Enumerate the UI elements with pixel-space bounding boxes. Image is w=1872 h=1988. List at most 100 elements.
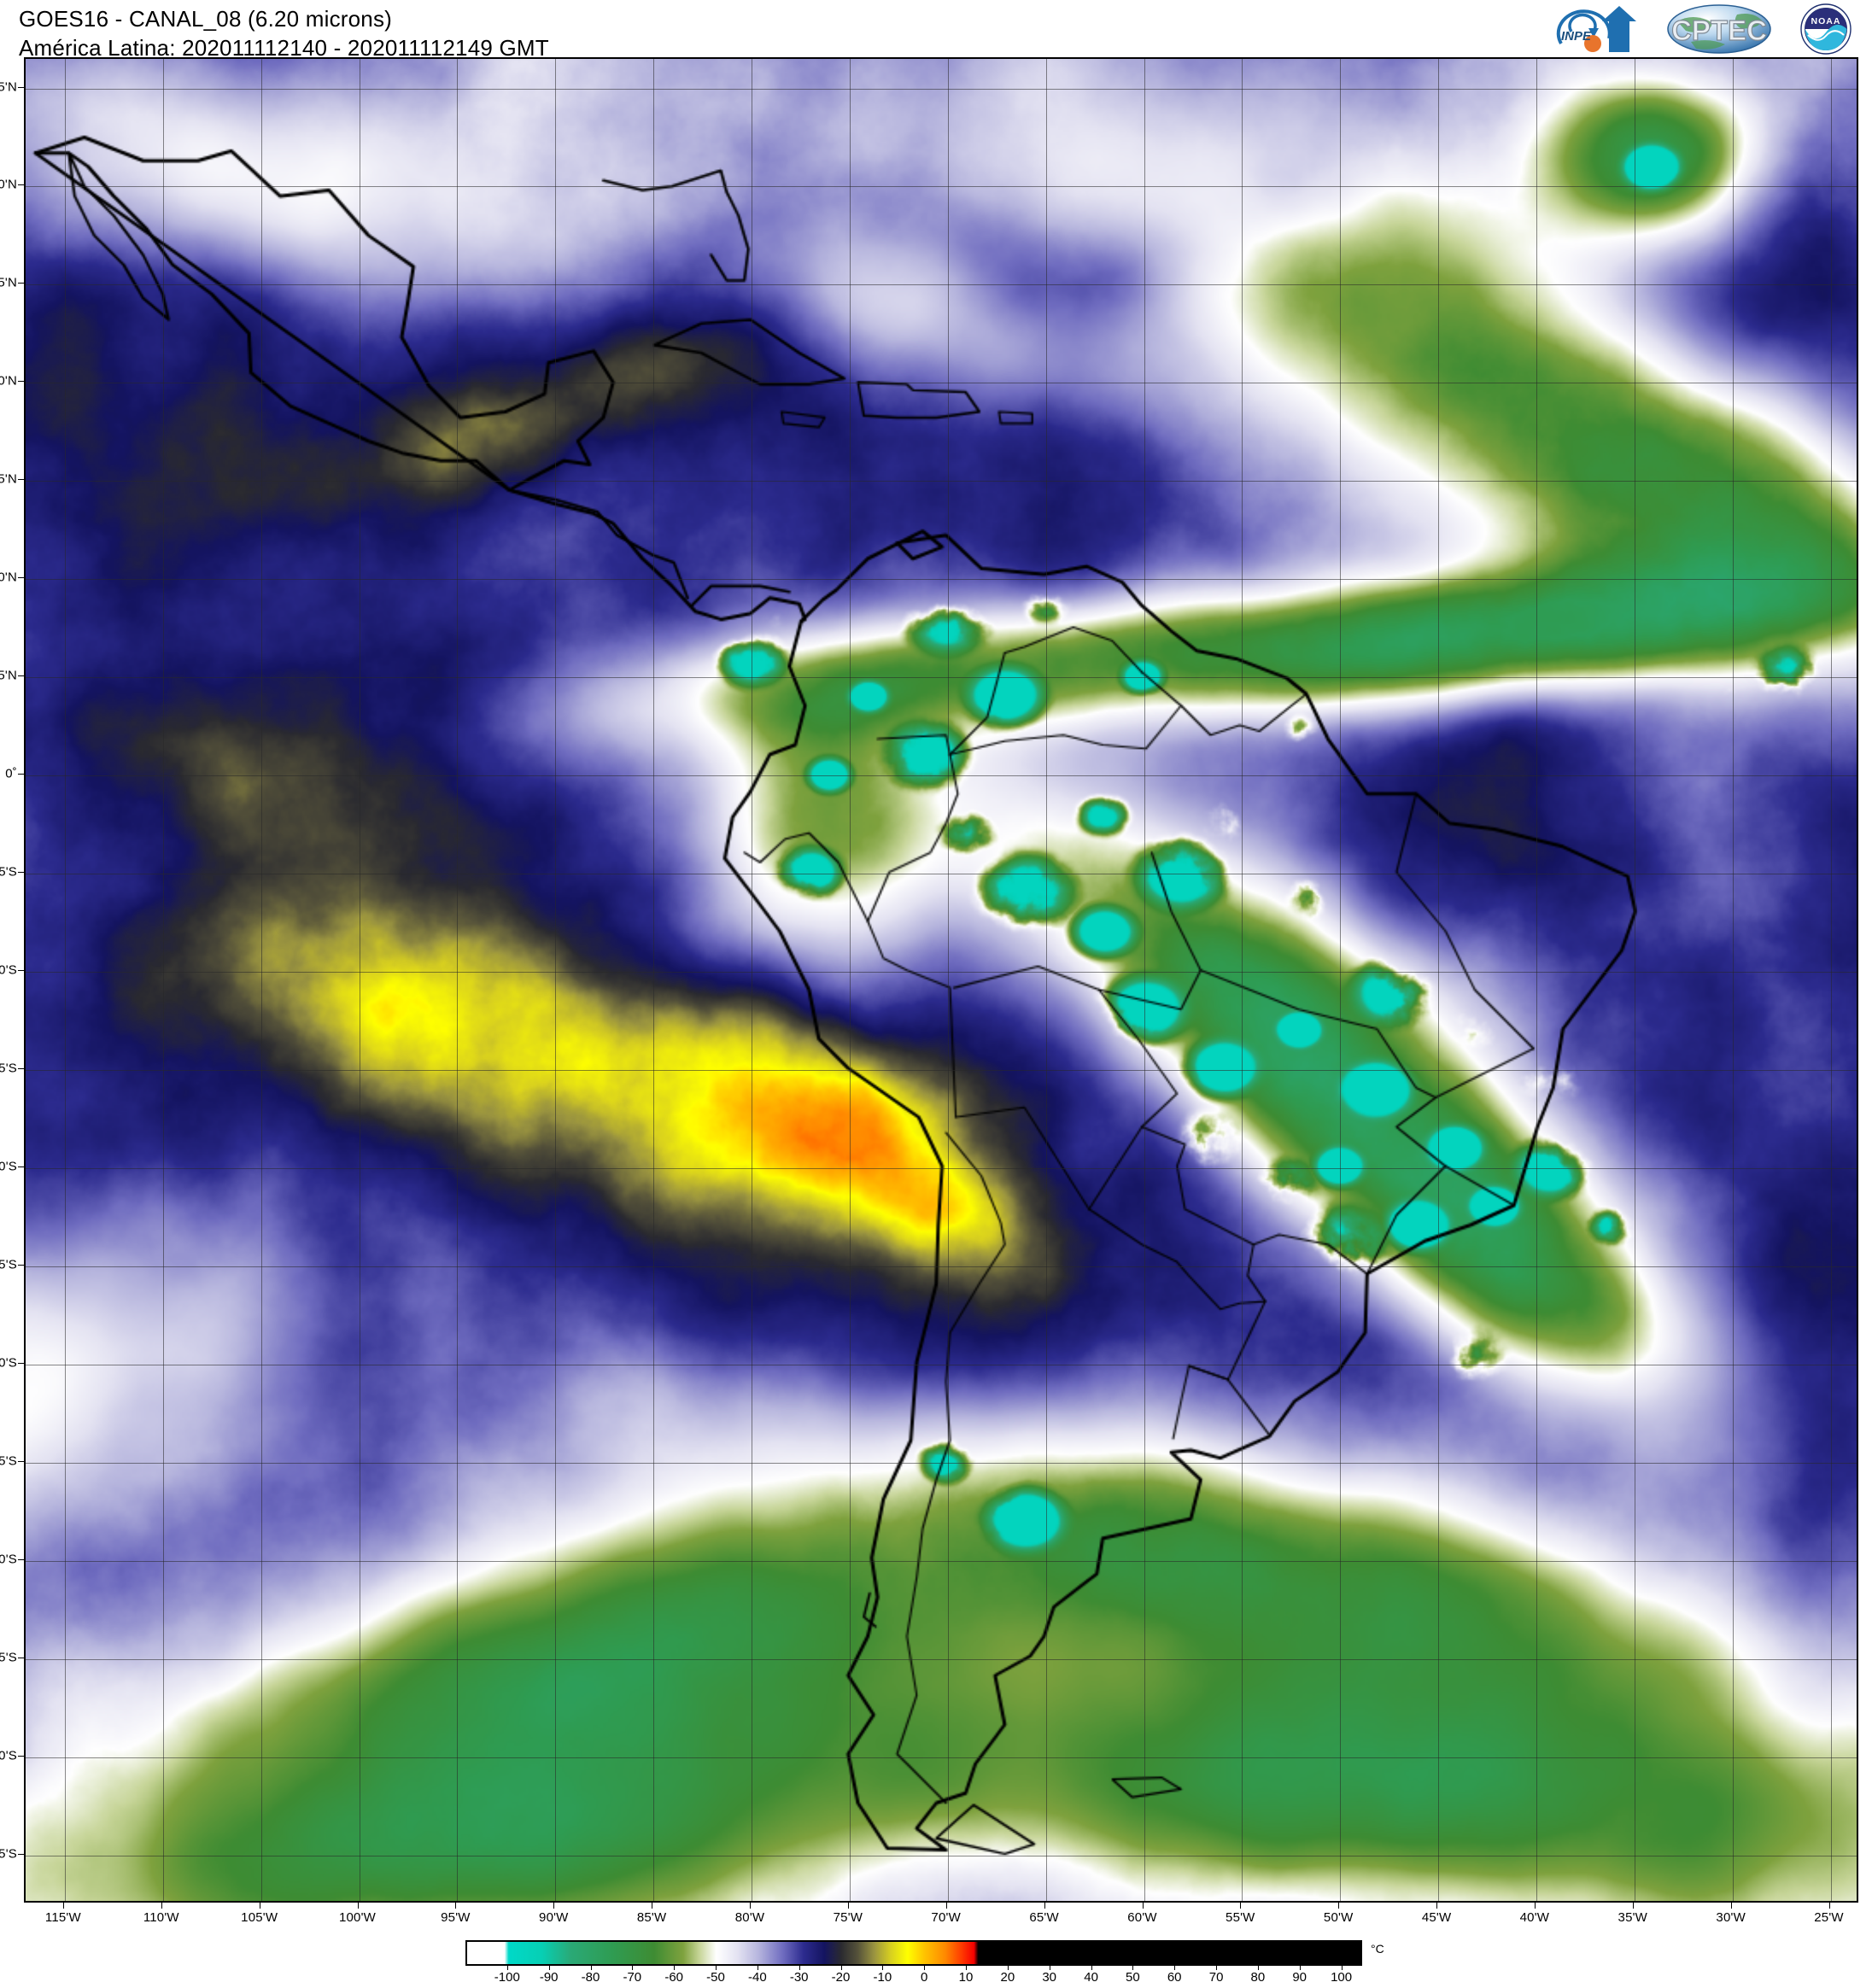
colorbar-tick	[840, 1966, 842, 1970]
svg-text:CPTEC: CPTEC	[1671, 15, 1767, 46]
longitude-tick	[161, 1903, 162, 1909]
latitude-label: 5'S	[0, 864, 17, 880]
latitude-label: 35'S	[0, 1453, 17, 1469]
latitude-tick	[18, 381, 24, 383]
latitude-label: 15'S	[0, 1061, 17, 1076]
latitude-tick	[18, 1166, 24, 1167]
latitude-tick	[18, 1460, 24, 1462]
longitude-tick	[455, 1903, 457, 1909]
latitude-tick	[18, 872, 24, 874]
longitude-tick	[1436, 1903, 1438, 1909]
colorbar-tick-label: 0	[921, 1970, 928, 1985]
colorbar-tick-label: 100	[1331, 1970, 1353, 1985]
colorbar-tick	[1174, 1966, 1176, 1970]
inpe-logo: INPE	[1546, 3, 1653, 56]
longitude-tick	[1044, 1903, 1045, 1909]
longitude-label: 115'W	[44, 1910, 81, 1925]
latitude-tick	[18, 1264, 24, 1266]
colorbar-tick	[882, 1966, 884, 1970]
latitude-axis: 35'N 30'N 25'N 20'N 15'N 10'N 5'N 0˚ 5'S 10'S 15'S…	[0, 57, 24, 1903]
latitude-label: 35'N	[0, 79, 17, 94]
colorbar-tick	[966, 1966, 967, 1970]
longitude-tick	[1632, 1903, 1634, 1909]
colorbar-tick-label: 40	[1084, 1970, 1098, 1985]
colorbar-tick-label: -80	[581, 1970, 600, 1985]
colorbar-tick	[1132, 1966, 1134, 1970]
colorbar-tick	[799, 1966, 800, 1970]
longitude-label: 70'W	[931, 1910, 961, 1925]
colorbar-tick	[1341, 1966, 1343, 1970]
longitude-label: 45'W	[1421, 1910, 1452, 1925]
longitude-tick	[1730, 1903, 1732, 1909]
colorbar-tick	[674, 1966, 676, 1970]
satellite-map[interactable]	[24, 57, 1858, 1903]
colorbar-tick-label: -40	[748, 1970, 767, 1985]
latitude-label: 10'S	[0, 962, 17, 978]
latitude-tick	[18, 774, 24, 775]
colorbar-tick-label: 10	[958, 1970, 974, 1985]
colorbar-tick-label: -20	[831, 1970, 851, 1985]
svg-text:NOAA: NOAA	[1811, 16, 1841, 26]
colorbar-tick-label: -90	[539, 1970, 559, 1985]
longitude-tick	[357, 1903, 359, 1909]
colorbar-unit-label: °C	[1371, 1942, 1384, 1956]
colorbar-tick-label: -50	[706, 1970, 725, 1985]
latitude-tick	[18, 970, 24, 971]
longitude-tick	[1828, 1903, 1830, 1909]
colorbar-tick	[1216, 1966, 1218, 1970]
longitude-label: 80'W	[734, 1910, 765, 1925]
header: GOES16 - CANAL_08 (6.20 microns) América…	[0, 0, 1872, 61]
latitude-tick	[18, 577, 24, 579]
colorbar-tick-label: 50	[1126, 1970, 1140, 1985]
longitude-label: 105'W	[241, 1910, 278, 1925]
colorbar-tick	[548, 1966, 550, 1970]
longitude-label: 65'W	[1029, 1910, 1059, 1925]
colorbar-tick	[1091, 1966, 1092, 1970]
colorbar-tick-label: -10	[873, 1970, 892, 1985]
longitude-label: 90'W	[539, 1910, 569, 1925]
colorbar-tick-label: 70	[1208, 1970, 1224, 1985]
latitude-tick	[18, 1362, 24, 1364]
latitude-label: 15'N	[0, 471, 17, 487]
latitude-label: 50'S	[0, 1748, 17, 1763]
longitude-label: 40'W	[1519, 1910, 1550, 1925]
longitude-tick	[553, 1903, 555, 1909]
latitude-label: 0˚	[5, 766, 17, 781]
latitude-tick	[18, 184, 24, 186]
colorbar-ticks: -100 -90 -80 -70 -60 -50 -40 -30 -20 -10 0 10 20 30 40…	[465, 1966, 1362, 1988]
latitude-label: 55'S	[0, 1846, 17, 1861]
colorbar-tick-label: 90	[1292, 1970, 1307, 1985]
svg-text:INPE: INPE	[1561, 29, 1592, 44]
latitude-label: 10'N	[0, 570, 17, 585]
longitude-tick	[1142, 1903, 1144, 1909]
noaa-logo: NOAA	[1785, 3, 1867, 56]
latitude-tick	[18, 479, 24, 481]
latitude-tick	[18, 1068, 24, 1069]
colorbar-tick	[924, 1966, 926, 1970]
longitude-label: 50'W	[1323, 1910, 1354, 1925]
colorbar-tick-label: -30	[789, 1970, 809, 1985]
colorbar-gradient	[467, 1942, 1360, 1964]
latitude-tick	[18, 1853, 24, 1855]
latitude-label: 5'N	[0, 668, 17, 683]
product-subtitle: América Latina: 202011112140 - 202011112…	[19, 34, 549, 61]
colorbar-tick-label: 20	[1000, 1970, 1015, 1985]
colorbar-tick	[506, 1966, 508, 1970]
product-title: GOES16 - CANAL_08 (6.20 microns)	[19, 6, 393, 32]
logo-bar: INPE CPTEC	[1546, 2, 1867, 56]
longitude-label: 60'W	[1127, 1910, 1157, 1925]
longitude-label: 75'W	[833, 1910, 863, 1925]
colorbar-tick	[632, 1966, 634, 1970]
satellite-image-canvas	[26, 59, 1857, 1901]
latitude-tick	[18, 675, 24, 677]
longitude-tick	[847, 1903, 849, 1909]
longitude-tick	[1534, 1903, 1536, 1909]
colorbar-tick	[1299, 1966, 1301, 1970]
latitude-label: 25'N	[0, 275, 17, 290]
colorbar-tick-label: -70	[623, 1970, 642, 1985]
longitude-label: 25'W	[1814, 1910, 1844, 1925]
longitude-tick	[750, 1903, 751, 1909]
colorbar-tick-label: 60	[1167, 1970, 1182, 1985]
colorbar-strip	[465, 1940, 1362, 1966]
latitude-tick	[18, 283, 24, 284]
